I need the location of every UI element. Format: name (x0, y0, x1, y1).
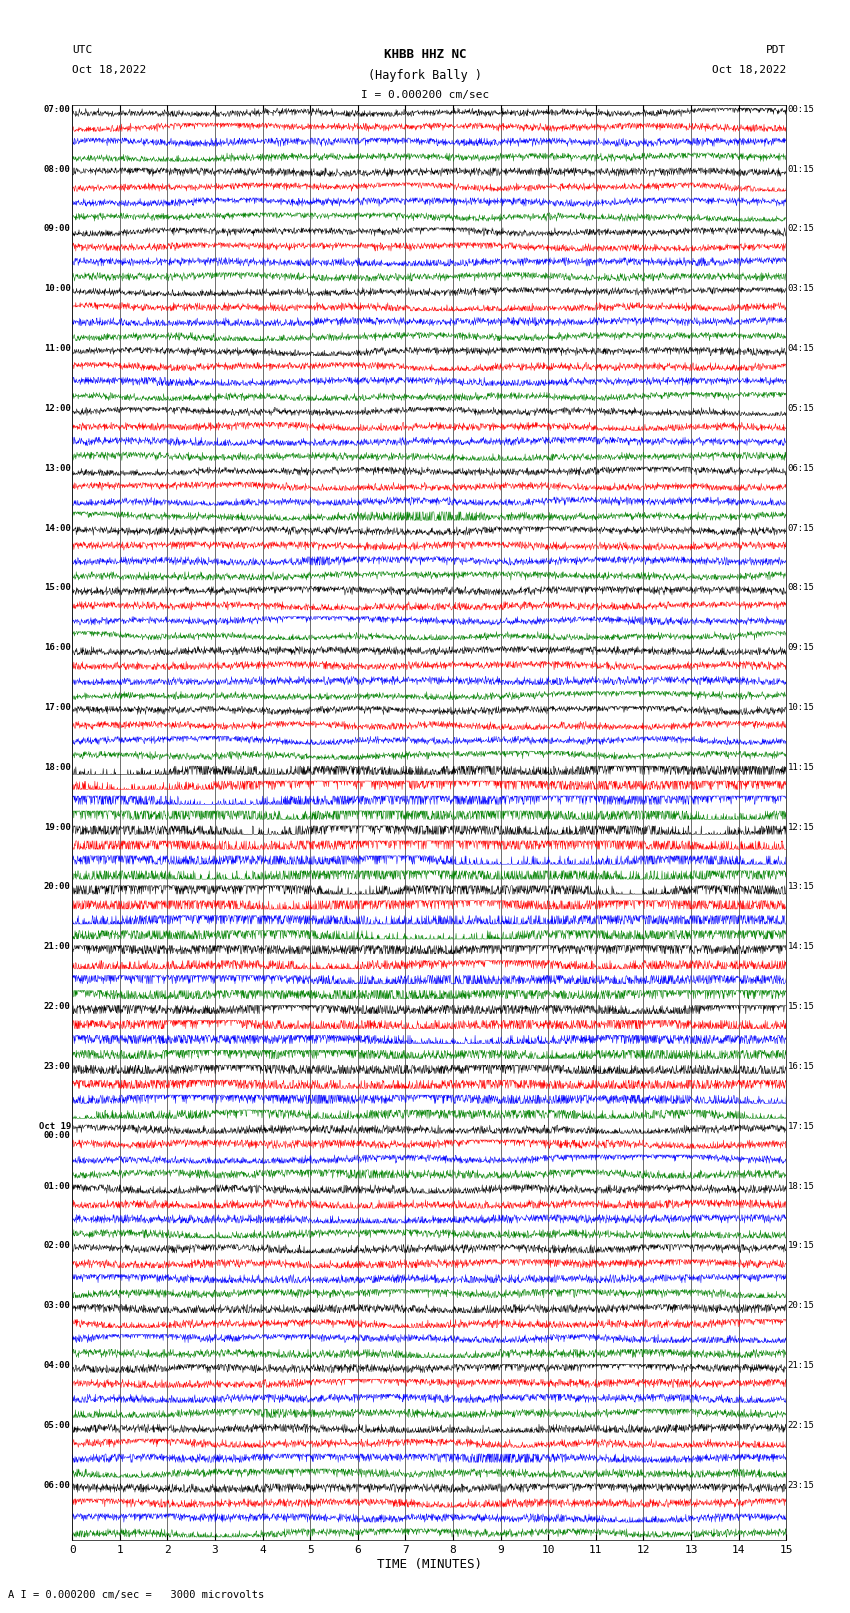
Text: 04:15: 04:15 (788, 344, 814, 353)
Text: 12:00: 12:00 (44, 403, 71, 413)
Text: 10:15: 10:15 (788, 703, 814, 711)
Text: 19:15: 19:15 (788, 1242, 814, 1250)
Text: 09:00: 09:00 (44, 224, 71, 234)
Text: 21:15: 21:15 (788, 1361, 814, 1369)
Text: 16:00: 16:00 (44, 644, 71, 652)
Text: 03:15: 03:15 (788, 284, 814, 294)
Text: KHBB HHZ NC: KHBB HHZ NC (383, 48, 467, 61)
Text: 08:15: 08:15 (788, 584, 814, 592)
Text: 20:15: 20:15 (788, 1302, 814, 1310)
Text: 01:00: 01:00 (44, 1181, 71, 1190)
Text: 20:00: 20:00 (44, 882, 71, 892)
Text: 02:15: 02:15 (788, 224, 814, 234)
Text: Oct 18,2022: Oct 18,2022 (72, 65, 146, 74)
Text: 13:15: 13:15 (788, 882, 814, 892)
Text: 05:15: 05:15 (788, 403, 814, 413)
Text: 05:00: 05:00 (44, 1421, 71, 1429)
Text: 18:00: 18:00 (44, 763, 71, 771)
Text: UTC: UTC (72, 45, 93, 55)
Text: 10:00: 10:00 (44, 284, 71, 294)
Text: 06:00: 06:00 (44, 1481, 71, 1489)
Text: 15:15: 15:15 (788, 1002, 814, 1011)
Text: 18:15: 18:15 (788, 1181, 814, 1190)
Text: 09:15: 09:15 (788, 644, 814, 652)
Text: I = 0.000200 cm/sec: I = 0.000200 cm/sec (361, 90, 489, 100)
Text: Oct 19
00:00: Oct 19 00:00 (38, 1121, 71, 1140)
Text: 12:15: 12:15 (788, 823, 814, 832)
Text: 11:00: 11:00 (44, 344, 71, 353)
Text: 01:15: 01:15 (788, 165, 814, 174)
Text: 17:15: 17:15 (788, 1121, 814, 1131)
Text: 23:15: 23:15 (788, 1481, 814, 1489)
Text: Oct 18,2022: Oct 18,2022 (712, 65, 786, 74)
X-axis label: TIME (MINUTES): TIME (MINUTES) (377, 1558, 482, 1571)
Text: 11:15: 11:15 (788, 763, 814, 771)
Text: 08:00: 08:00 (44, 165, 71, 174)
Text: 14:00: 14:00 (44, 524, 71, 532)
Text: 16:15: 16:15 (788, 1061, 814, 1071)
Text: 07:00: 07:00 (44, 105, 71, 115)
Text: 13:00: 13:00 (44, 465, 71, 473)
Text: 15:00: 15:00 (44, 584, 71, 592)
Text: A I = 0.000200 cm/sec =   3000 microvolts: A I = 0.000200 cm/sec = 3000 microvolts (8, 1590, 264, 1600)
Text: 17:00: 17:00 (44, 703, 71, 711)
Text: (Hayfork Bally ): (Hayfork Bally ) (368, 69, 482, 82)
Text: 06:15: 06:15 (788, 465, 814, 473)
Text: 07:15: 07:15 (788, 524, 814, 532)
Text: 23:00: 23:00 (44, 1061, 71, 1071)
Text: 22:15: 22:15 (788, 1421, 814, 1429)
Text: 04:00: 04:00 (44, 1361, 71, 1369)
Text: 22:00: 22:00 (44, 1002, 71, 1011)
Text: 21:00: 21:00 (44, 942, 71, 952)
Text: 03:00: 03:00 (44, 1302, 71, 1310)
Text: PDT: PDT (766, 45, 786, 55)
Text: 19:00: 19:00 (44, 823, 71, 832)
Text: 00:15: 00:15 (788, 105, 814, 115)
Text: 02:00: 02:00 (44, 1242, 71, 1250)
Text: 14:15: 14:15 (788, 942, 814, 952)
